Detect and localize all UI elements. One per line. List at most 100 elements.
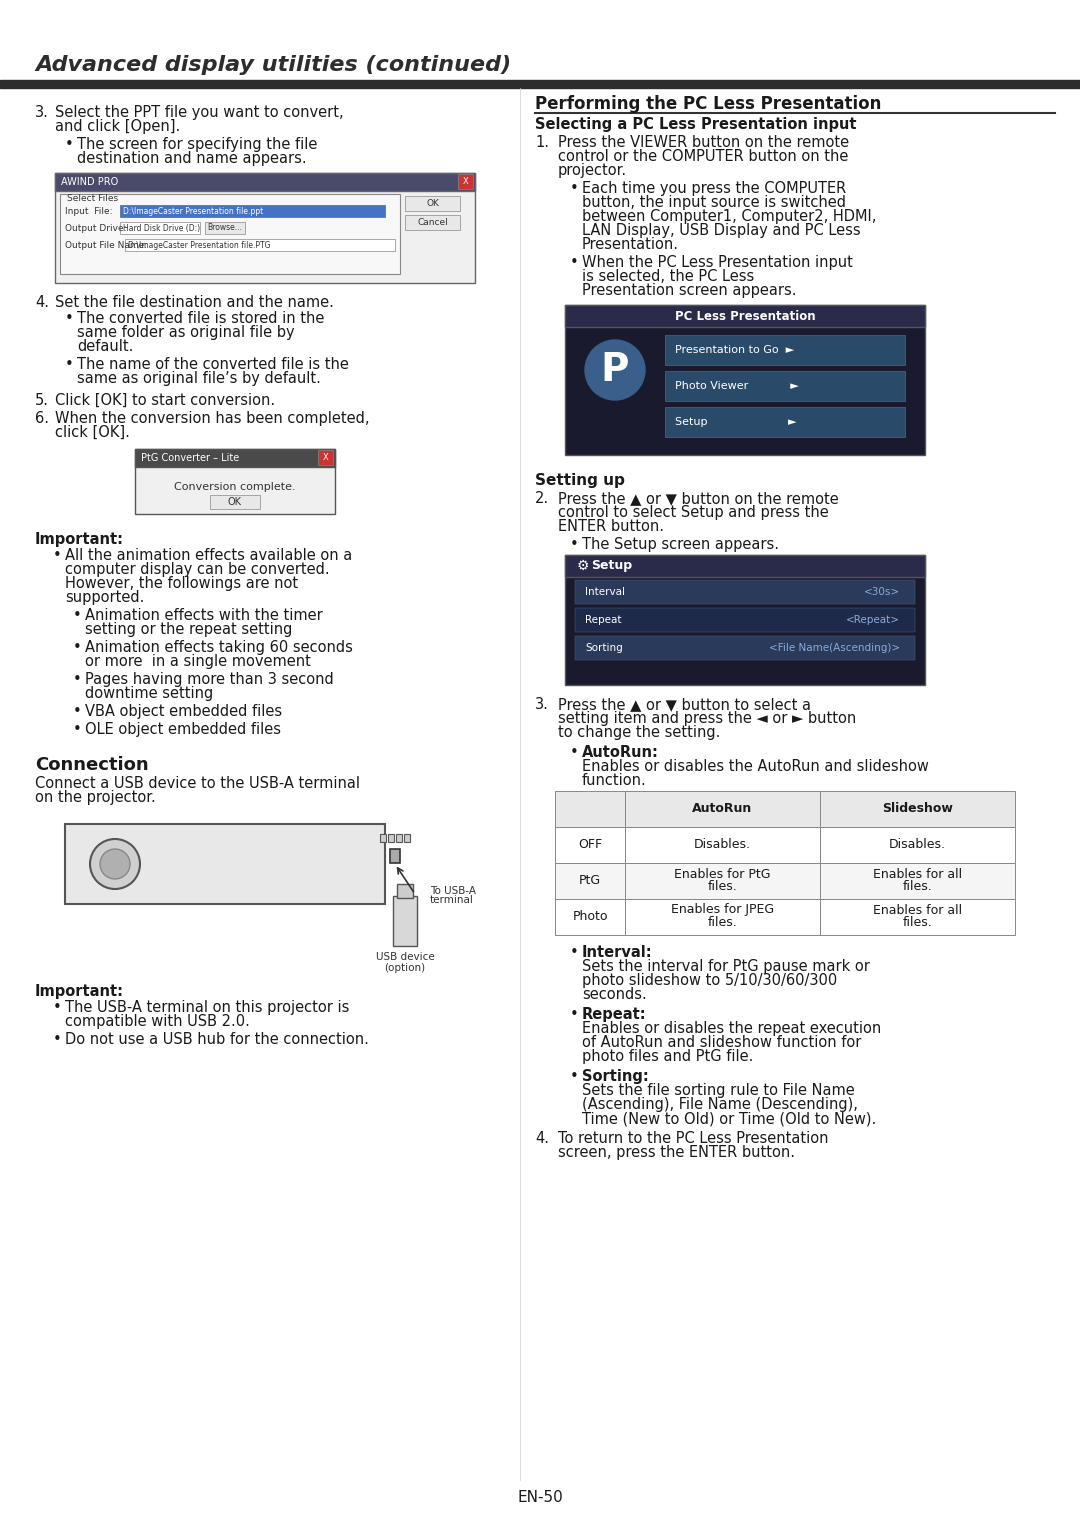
Bar xyxy=(625,863,820,899)
Text: Setup                       ►: Setup ► xyxy=(675,417,797,428)
Text: •: • xyxy=(65,137,73,153)
Text: D:\ImageCaster Presentation file.ppt: D:\ImageCaster Presentation file.ppt xyxy=(123,206,264,215)
Text: The converted file is stored in the: The converted file is stored in the xyxy=(77,312,324,325)
Text: However, the followings are not: However, the followings are not xyxy=(65,576,298,591)
Bar xyxy=(135,449,335,515)
Bar xyxy=(388,834,394,841)
Text: Setup: Setup xyxy=(591,559,632,573)
Text: USB device: USB device xyxy=(376,951,434,962)
Text: ENTER button.: ENTER button. xyxy=(558,519,664,534)
Text: 2.: 2. xyxy=(535,492,549,505)
Text: 3.: 3. xyxy=(535,696,549,712)
Bar xyxy=(55,173,475,191)
Text: supported.: supported. xyxy=(65,589,145,605)
Text: Set the file destination and the name.: Set the file destination and the name. xyxy=(55,295,334,310)
Bar xyxy=(60,194,400,273)
Text: Presentation screen appears.: Presentation screen appears. xyxy=(582,282,797,298)
Text: Cancel: Cancel xyxy=(418,218,448,228)
Bar xyxy=(405,215,460,231)
Bar xyxy=(205,221,245,234)
Text: Sets the interval for PtG pause mark or: Sets the interval for PtG pause mark or xyxy=(582,959,869,974)
Bar xyxy=(665,371,905,402)
Text: •: • xyxy=(65,312,73,325)
Text: VBA object embedded files: VBA object embedded files xyxy=(85,704,282,719)
Bar xyxy=(318,450,333,466)
Bar xyxy=(65,825,384,904)
Text: Output File Name:: Output File Name: xyxy=(65,241,147,250)
Text: OK: OK xyxy=(228,496,242,507)
Text: setting item and press the ◄ or ► button: setting item and press the ◄ or ► button xyxy=(558,712,856,725)
Text: Enables for all: Enables for all xyxy=(873,904,962,916)
Text: Connection: Connection xyxy=(35,756,149,774)
Bar xyxy=(120,221,200,234)
Text: downtime setting: downtime setting xyxy=(85,686,213,701)
Bar xyxy=(210,495,260,508)
Text: Enables for all: Enables for all xyxy=(873,867,962,881)
Bar xyxy=(120,205,384,217)
Text: Time (New to Old) or Time (Old to New).: Time (New to Old) or Time (Old to New). xyxy=(582,1112,876,1125)
Bar xyxy=(820,791,1015,828)
Text: Enables or disables the repeat execution: Enables or disables the repeat execution xyxy=(582,1022,881,1035)
Bar xyxy=(820,828,1015,863)
Text: destination and name appears.: destination and name appears. xyxy=(77,151,307,166)
Bar xyxy=(55,173,475,282)
Text: OFF: OFF xyxy=(578,838,602,852)
Text: •: • xyxy=(53,1032,62,1048)
Text: files.: files. xyxy=(707,881,738,893)
Bar xyxy=(405,195,460,211)
Text: Conversion complete.: Conversion complete. xyxy=(174,483,296,492)
Text: AWIND PRO: AWIND PRO xyxy=(60,177,118,186)
Bar xyxy=(820,899,1015,935)
Text: control or the COMPUTER button on the: control or the COMPUTER button on the xyxy=(558,150,849,163)
Bar xyxy=(575,637,915,660)
Bar xyxy=(555,899,625,935)
Text: Do not use a USB hub for the connection.: Do not use a USB hub for the connection. xyxy=(65,1032,369,1048)
Text: Click [OK] to start conversion.: Click [OK] to start conversion. xyxy=(55,392,275,408)
Text: Select Files: Select Files xyxy=(67,194,118,203)
Text: Presentation.: Presentation. xyxy=(582,237,679,252)
Bar xyxy=(555,828,625,863)
Text: •: • xyxy=(570,538,579,551)
Text: Photo Viewer            ►: Photo Viewer ► xyxy=(675,382,799,391)
Text: photo files and PtG file.: photo files and PtG file. xyxy=(582,1049,754,1064)
Text: Connect a USB device to the USB-A terminal: Connect a USB device to the USB-A termin… xyxy=(35,776,360,791)
Bar xyxy=(396,834,402,841)
Text: 4.: 4. xyxy=(535,1132,549,1145)
Text: Hard Disk Drive (D:): Hard Disk Drive (D:) xyxy=(123,223,200,232)
Text: Animation effects taking 60 seconds: Animation effects taking 60 seconds xyxy=(85,640,353,655)
Text: 3.: 3. xyxy=(35,105,49,121)
Bar xyxy=(625,899,820,935)
Text: Selecting a PC Less Presentation input: Selecting a PC Less Presentation input xyxy=(535,118,856,131)
Text: Setting up: Setting up xyxy=(535,473,625,489)
Text: (option): (option) xyxy=(384,964,426,973)
Text: Each time you press the COMPUTER: Each time you press the COMPUTER xyxy=(582,182,847,195)
Circle shape xyxy=(585,341,645,400)
Text: is selected, the PC Less: is selected, the PC Less xyxy=(582,269,754,284)
Bar xyxy=(575,608,915,632)
Text: of AutoRun and slideshow function for: of AutoRun and slideshow function for xyxy=(582,1035,862,1051)
Text: •: • xyxy=(570,1006,579,1022)
Text: <30s>: <30s> xyxy=(864,586,900,597)
Text: Pages having more than 3 second: Pages having more than 3 second xyxy=(85,672,334,687)
Text: function.: function. xyxy=(582,773,647,788)
Text: photo slideshow to 5/10/30/60/300: photo slideshow to 5/10/30/60/300 xyxy=(582,973,837,988)
Circle shape xyxy=(90,838,140,889)
Text: Slideshow: Slideshow xyxy=(882,803,953,815)
Bar xyxy=(665,334,905,365)
Bar xyxy=(565,305,924,327)
Text: computer display can be converted.: computer display can be converted. xyxy=(65,562,329,577)
Text: Advanced display utilities (continued): Advanced display utilities (continued) xyxy=(35,55,511,75)
Text: Press the ▲ or ▼ button to select a: Press the ▲ or ▼ button to select a xyxy=(558,696,811,712)
Bar xyxy=(393,896,417,947)
Text: Press the ▲ or ▼ button on the remote: Press the ▲ or ▼ button on the remote xyxy=(558,492,839,505)
Text: All the animation effects available on a: All the animation effects available on a xyxy=(65,548,352,563)
Text: When the PC Less Presentation input: When the PC Less Presentation input xyxy=(582,255,853,270)
Text: files.: files. xyxy=(707,916,738,930)
Text: files.: files. xyxy=(903,916,932,930)
Text: When the conversion has been completed,: When the conversion has been completed, xyxy=(55,411,369,426)
Bar xyxy=(404,834,410,841)
Bar xyxy=(625,791,820,828)
Text: Enables or disables the AutoRun and slideshow: Enables or disables the AutoRun and slid… xyxy=(582,759,929,774)
Bar xyxy=(0,79,1080,89)
Circle shape xyxy=(100,849,130,880)
